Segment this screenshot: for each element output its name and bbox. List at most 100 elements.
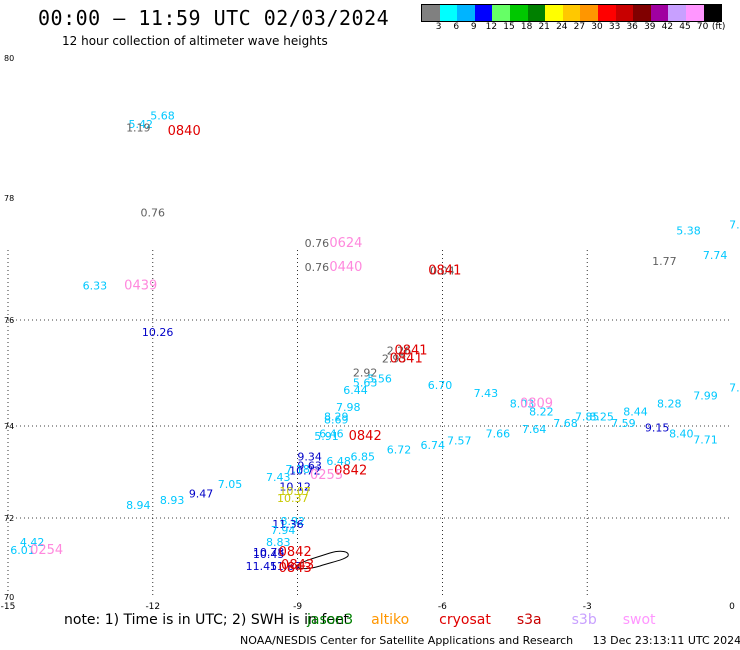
wave-height-label: 5.38: [676, 225, 701, 238]
colorbar-label: 24: [556, 22, 568, 32]
wave-height-label: 7.94: [271, 524, 296, 537]
track-time-label: 0841: [390, 351, 423, 366]
colorbar-swatch: [580, 5, 598, 21]
wave-height-label: 6.85: [351, 451, 376, 464]
track-time-label: 0842: [349, 429, 382, 444]
wave-height-label: 8.40: [669, 428, 694, 441]
colorbar-swatch: [703, 5, 722, 21]
colorbar-swatch: [492, 5, 510, 21]
wave-height-label: 0.76: [141, 206, 166, 219]
x-tick-label: 0: [729, 602, 735, 612]
colorbar: [421, 4, 723, 22]
wave-height-label: 10.45: [253, 548, 285, 561]
wave-height-label: 5.91: [314, 430, 339, 443]
wave-height-label: 4.42: [20, 536, 45, 549]
footnote: note: 1) Time is in UTC; 2) SWH is in fe…: [64, 612, 656, 628]
chart-title: 00:00 – 11:59 UTC 02/03/2024: [38, 6, 390, 30]
wave-height-label: 7.74: [703, 249, 728, 262]
wave-height-label: 5.56: [367, 373, 392, 386]
wave-height-label: 2.26: [387, 344, 412, 357]
colorbar-swatch: [527, 5, 546, 21]
wave-height-label: 10.12: [279, 480, 311, 493]
wave-height-label: 8.28: [657, 397, 682, 410]
wave-height-label: 6.48: [326, 455, 351, 468]
wave-height-label: 6.33: [83, 280, 108, 293]
track-time-label: 0842: [334, 463, 367, 478]
wave-height-label: 8.29: [324, 411, 349, 424]
colorbar-label: 30: [591, 22, 603, 32]
colorbar-swatch: [457, 5, 475, 21]
track-time-label: 0809: [520, 396, 553, 411]
wave-height-label: 8.44: [623, 405, 648, 418]
colorbar-swatch: [597, 5, 616, 21]
footnote-prefix: note: 1) Time is in UTC; 2) SWH is in fe…: [64, 612, 350, 628]
chart-subtitle: 12 hour collection of altimeter wave hei…: [62, 34, 328, 48]
colorbar-unit: (ft): [711, 22, 726, 32]
colorbar-label: 42: [661, 22, 674, 32]
wave-height-label: 5.63: [353, 376, 378, 389]
wave-height-label: 1.77: [652, 255, 677, 268]
wave-height-label: 7.57: [447, 434, 472, 447]
colorbar-swatch: [562, 5, 581, 21]
wave-height-label: 6.44: [343, 384, 368, 397]
wave-height-label: 10.37: [277, 492, 309, 505]
colorbar-swatch: [474, 5, 493, 21]
footer: NOAA/NESDIS Center for Satellite Applica…: [240, 634, 740, 647]
wave-height-label: 8.92: [281, 515, 306, 528]
wave-height-label: 6.70: [428, 379, 453, 392]
wave-height-label: 11.45: [246, 560, 278, 573]
wave-height-label: 0.76: [305, 237, 330, 250]
colorbar-labels: 3 6 9 12 15 18 21 24 27 30 33 36 39 42 45 70 (ft): [421, 22, 740, 34]
wave-height-label: 6.46: [319, 428, 344, 441]
y-tick-label: 70: [4, 593, 14, 602]
colorbar-label: 70: [696, 22, 709, 32]
track-time-label: 0843: [281, 558, 314, 573]
wave-height-label: 10.07: [279, 485, 311, 498]
colorbar-swatch: [685, 5, 704, 21]
colorbar-swatch: [650, 5, 669, 21]
colorbar-label: 21: [538, 22, 550, 32]
wave-height-label: 7.: [729, 382, 740, 395]
wave-height-label: 7.18: [285, 463, 310, 476]
wave-height-label: 9.34: [297, 451, 322, 464]
wave-height-label: 7.68: [553, 417, 578, 430]
wave-height-label: 9.47: [189, 487, 214, 500]
colorbar-label: 15: [503, 22, 515, 32]
wave-height-label: 5.68: [150, 110, 175, 123]
track-time-label: 0255: [310, 468, 343, 483]
wave-height-label: 10.78: [253, 546, 285, 559]
wave-height-label: 7.71: [693, 433, 718, 446]
wave-height-label: 8.25: [589, 411, 614, 424]
wave-height-label: 8.94: [126, 499, 151, 512]
colorbar-swatch: [422, 5, 440, 21]
wave-height-label: 8.93: [160, 494, 185, 507]
y-tick-label: 74: [4, 422, 14, 431]
wave-height-label: 2.92: [353, 367, 378, 380]
y-tick-label: 80: [4, 54, 14, 63]
y-tick-label: 78: [4, 194, 14, 203]
y-tick-label: 76: [4, 316, 14, 325]
colorbar-swatch: [633, 5, 651, 21]
satellite-legend-swot: swot: [622, 612, 656, 628]
satellite-legend-cryosat: cryosat: [439, 612, 491, 628]
x-tick-label: -6: [438, 602, 447, 612]
coastline-island: [295, 550, 349, 570]
wave-height-label: 5.42: [128, 118, 153, 131]
satellite-legend-s3a: s3a: [516, 612, 542, 628]
track-time-label: 0842: [279, 545, 312, 560]
satellite-legend-s3b: s3b: [571, 612, 597, 628]
colorbar-swatch: [615, 5, 634, 21]
wave-height-label: 6.72: [387, 444, 412, 457]
wave-height-label: 1.19: [126, 122, 151, 135]
colorbar-label: 33: [608, 22, 621, 32]
wave-height-label: 7.43: [266, 471, 291, 484]
track-time-label: 0254: [30, 543, 63, 558]
wave-height-label: 6.01: [10, 544, 35, 557]
y-tick-label: 72: [4, 514, 14, 523]
colorbar-label: 9: [470, 22, 477, 32]
colorbar-label: 39: [644, 22, 656, 32]
wave-height-label: 8.03: [510, 397, 535, 410]
wave-height-label: 7.59: [611, 417, 636, 430]
wave-height-label: 6.74: [420, 439, 445, 452]
